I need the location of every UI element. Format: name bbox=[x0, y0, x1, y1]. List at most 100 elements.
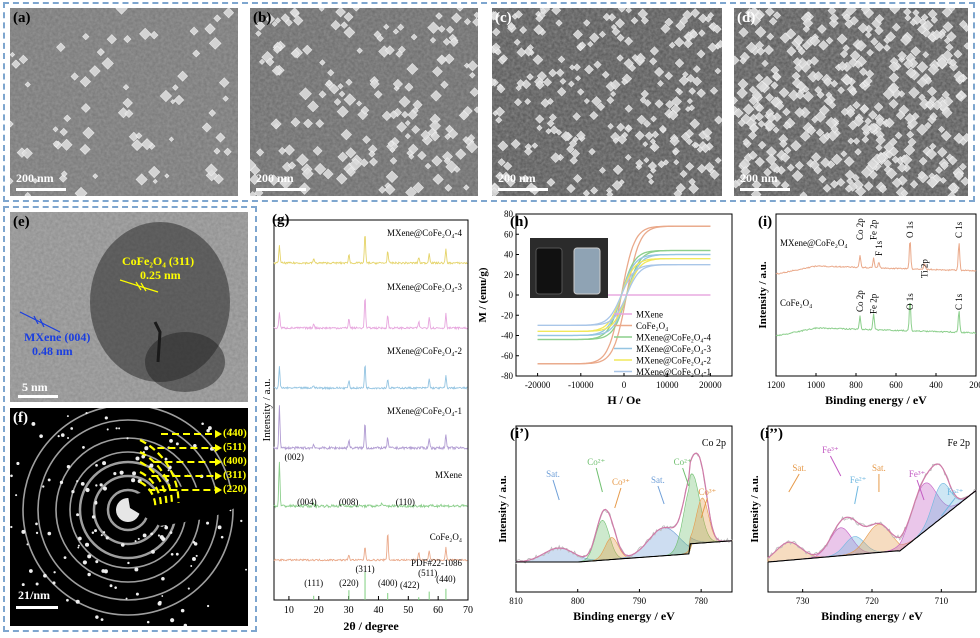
x-tick-label: 200 bbox=[969, 380, 980, 390]
sem-crystal bbox=[611, 27, 621, 37]
sem-crystal bbox=[148, 165, 161, 179]
sem-crystal bbox=[265, 14, 276, 24]
diffraction-spot bbox=[217, 525, 222, 530]
sem-crystal bbox=[337, 83, 344, 90]
sem-crystal bbox=[837, 86, 845, 95]
sem-crystal bbox=[802, 17, 814, 29]
sem-crystal bbox=[318, 90, 327, 99]
diffraction-spot bbox=[102, 486, 108, 491]
sem-crystal bbox=[796, 81, 807, 92]
diffraction-spot bbox=[183, 623, 188, 626]
sem-crystal bbox=[941, 50, 954, 62]
x-tick-label: 600 bbox=[889, 380, 903, 390]
diffraction-spot bbox=[109, 584, 113, 588]
sem-panel-frame bbox=[3, 2, 975, 202]
sem-crystal bbox=[946, 31, 957, 42]
sem-crystal bbox=[643, 99, 652, 107]
component-arrow bbox=[552, 479, 560, 501]
sem-crystal bbox=[301, 167, 314, 180]
sem-crystal bbox=[748, 150, 758, 161]
diffraction-spot bbox=[95, 484, 98, 487]
peak-label: C 1s bbox=[954, 221, 964, 238]
series-label: MXene@CoFe₂O₄-1 bbox=[387, 406, 462, 416]
sem-crystal bbox=[734, 107, 744, 119]
mh-chart: -20000 -10000 0 10000 20000 -80 -60 -40 -20 0 20 40… bbox=[477, 209, 733, 407]
sem-crystal bbox=[223, 8, 235, 19]
sem-crystal bbox=[135, 173, 148, 186]
mh-loop-line bbox=[537, 263, 711, 327]
chart-title: Co 2p bbox=[702, 438, 726, 449]
sem-crystal bbox=[738, 27, 749, 38]
sem-crystal bbox=[343, 26, 356, 39]
sem-crystal bbox=[532, 54, 544, 66]
series-label: MXene bbox=[435, 470, 462, 480]
diffraction-spot bbox=[240, 519, 243, 523]
sem-crystal bbox=[779, 139, 788, 148]
sem-crystal bbox=[336, 105, 349, 118]
sem-crystal bbox=[795, 90, 805, 100]
sem-crystal bbox=[865, 69, 875, 79]
reference-label: PDF#22-1086 bbox=[411, 558, 463, 568]
sem-crystal bbox=[60, 170, 68, 178]
sem-crystal bbox=[765, 120, 776, 132]
y-axis-label: Intensity / a.u. bbox=[749, 475, 761, 542]
x-tick-label: 70 bbox=[463, 605, 473, 616]
sem-crystal bbox=[685, 161, 695, 171]
sem-crystal bbox=[429, 37, 437, 44]
sem-crystal bbox=[285, 18, 293, 27]
sem-crystal bbox=[773, 11, 782, 20]
sem-crystal bbox=[213, 14, 222, 23]
diffraction-spot bbox=[35, 531, 39, 535]
sem-crystal bbox=[612, 164, 624, 176]
sem-crystal bbox=[953, 171, 964, 181]
sem-crystal bbox=[577, 88, 585, 96]
diffraction-spot bbox=[119, 470, 124, 475]
sem-crystal bbox=[575, 75, 582, 82]
sem-crystal bbox=[569, 64, 576, 71]
sem-crystal bbox=[646, 172, 654, 180]
diffraction-spot bbox=[208, 426, 212, 430]
diffraction-spot bbox=[180, 608, 185, 613]
x-tick-label: 790 bbox=[633, 596, 647, 606]
sem-crystal bbox=[849, 16, 859, 26]
sem-crystal bbox=[895, 110, 906, 120]
sem-crystal bbox=[649, 142, 660, 153]
sem-crystal bbox=[891, 177, 903, 188]
diffraction-spot bbox=[80, 482, 85, 486]
sem-crystal bbox=[861, 135, 870, 144]
diffraction-spot bbox=[206, 428, 210, 433]
sem-texture-a bbox=[10, 8, 238, 196]
sem-crystal bbox=[849, 50, 861, 62]
sem-crystal bbox=[779, 32, 791, 44]
sem-crystal bbox=[945, 43, 954, 52]
sem-crystal bbox=[623, 58, 634, 69]
sem-crystal bbox=[24, 191, 32, 196]
sem-crystal bbox=[925, 148, 938, 160]
sem-crystal bbox=[853, 115, 864, 127]
sem-crystal bbox=[458, 110, 470, 121]
diffraction-spot bbox=[170, 618, 175, 623]
sem-crystal bbox=[455, 148, 467, 160]
sem-crystal bbox=[340, 129, 352, 141]
sem-crystal bbox=[369, 157, 378, 167]
sem-crystal bbox=[593, 60, 602, 69]
sem-crystal bbox=[569, 156, 578, 165]
sem-crystal bbox=[573, 174, 583, 184]
sem-crystal bbox=[931, 100, 943, 111]
diffraction-spot bbox=[15, 494, 18, 497]
diffraction-spot bbox=[106, 428, 109, 431]
sem-crystal bbox=[938, 125, 946, 134]
sem-crystal bbox=[751, 89, 762, 101]
sem-crystal bbox=[115, 8, 128, 15]
sem-crystal bbox=[684, 33, 692, 41]
sem-crystal bbox=[704, 162, 715, 173]
sem-crystal bbox=[616, 33, 625, 42]
x-tick-label: 50 bbox=[403, 605, 413, 616]
sem-crystal bbox=[685, 137, 693, 146]
sem-crystal bbox=[56, 42, 66, 52]
sem-crystal bbox=[583, 98, 590, 105]
sem-crystal bbox=[889, 8, 901, 15]
sem-crystal bbox=[842, 13, 851, 22]
sem-crystal bbox=[907, 137, 917, 147]
sem-crystal bbox=[962, 132, 968, 143]
